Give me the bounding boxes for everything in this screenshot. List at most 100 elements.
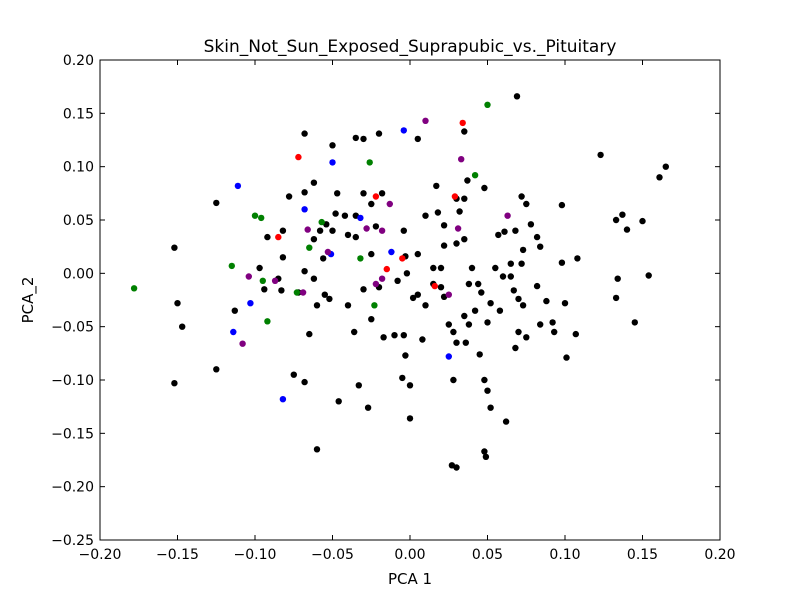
data-point — [484, 101, 491, 109]
data-point — [519, 246, 527, 254]
y-tick-label: 0.20 — [63, 53, 94, 69]
data-point — [492, 264, 499, 272]
data-point — [459, 119, 466, 127]
data-point — [326, 295, 333, 303]
data-point — [656, 174, 663, 181]
data-point — [179, 323, 186, 330]
data-point — [293, 289, 301, 296]
data-point — [614, 275, 621, 282]
x-axis-label: PCA 1 — [388, 570, 432, 588]
data-point — [378, 275, 386, 282]
data-point — [363, 225, 370, 232]
data-point — [318, 218, 325, 226]
y-tick-label: −0.15 — [51, 426, 94, 442]
data-point — [406, 382, 414, 389]
data-point — [639, 217, 646, 225]
data-point — [619, 211, 626, 218]
data-point — [357, 255, 364, 262]
data-point — [563, 354, 570, 361]
data-point — [484, 387, 491, 394]
data-point — [419, 336, 426, 343]
y-tick-label: −0.10 — [51, 373, 94, 389]
y-tick-label: −0.05 — [51, 320, 94, 336]
y-axis-label: PCA_2 — [19, 277, 38, 324]
data-point — [430, 264, 437, 272]
plot-frame — [99, 59, 721, 541]
data-point — [264, 233, 271, 241]
data-point — [403, 270, 411, 277]
data-point — [321, 291, 328, 298]
data-point — [461, 236, 468, 243]
data-point — [371, 302, 378, 309]
data-point — [259, 277, 266, 284]
data-point — [372, 223, 380, 230]
data-point — [313, 302, 321, 309]
data-point — [313, 446, 321, 453]
data-point — [368, 316, 375, 323]
data-point — [171, 380, 178, 387]
data-point — [519, 302, 527, 309]
data-point — [440, 242, 448, 249]
data-point — [231, 307, 238, 314]
data-point — [502, 418, 510, 425]
data-point — [475, 280, 482, 288]
data-point — [543, 297, 550, 305]
data-point — [456, 208, 463, 215]
data-point — [453, 464, 460, 471]
data-point — [341, 212, 349, 219]
data-point — [451, 193, 459, 200]
data-point — [352, 233, 359, 241]
data-point — [537, 243, 544, 250]
data-point — [453, 339, 460, 346]
data-point — [329, 142, 336, 149]
data-point — [310, 236, 318, 243]
data-point — [512, 227, 519, 234]
data-point — [324, 248, 332, 256]
data-point — [378, 227, 386, 234]
data-point — [409, 294, 417, 302]
data-point — [357, 214, 364, 222]
data-point — [465, 321, 473, 328]
data-point — [484, 319, 491, 326]
data-point — [462, 339, 469, 346]
data-point — [285, 193, 293, 200]
data-point — [468, 264, 476, 272]
data-point — [360, 135, 367, 143]
data-point — [279, 254, 287, 261]
data-point — [458, 156, 465, 163]
data-point — [523, 334, 530, 341]
x-tick-label: −0.15 — [156, 547, 199, 563]
data-point — [301, 268, 308, 275]
data-point — [507, 273, 514, 280]
data-point — [496, 307, 504, 314]
data-point — [355, 382, 362, 389]
data-point — [431, 282, 438, 290]
x-tick-label: 0.20 — [704, 547, 735, 563]
data-point — [482, 453, 490, 460]
data-point — [504, 212, 511, 219]
x-tick-label: −0.05 — [311, 547, 354, 563]
data-point — [495, 231, 502, 239]
data-point — [256, 264, 263, 272]
data-point — [533, 282, 541, 290]
data-point — [213, 366, 220, 373]
data-point — [329, 159, 336, 166]
data-point — [533, 233, 541, 241]
data-point — [368, 250, 375, 258]
data-point — [213, 199, 220, 207]
data-point — [295, 153, 302, 161]
data-point — [422, 117, 429, 125]
data-point — [499, 273, 507, 280]
data-point — [445, 353, 452, 360]
data-point — [513, 93, 521, 100]
data-point — [279, 396, 287, 403]
data-point — [344, 231, 352, 239]
data-point — [174, 300, 181, 307]
data-point — [245, 273, 252, 280]
data-point — [383, 265, 390, 273]
data-point — [352, 134, 359, 142]
data-point — [631, 319, 638, 326]
x-tick-label: −0.10 — [234, 547, 277, 563]
data-point — [366, 159, 373, 166]
data-point — [471, 307, 479, 314]
